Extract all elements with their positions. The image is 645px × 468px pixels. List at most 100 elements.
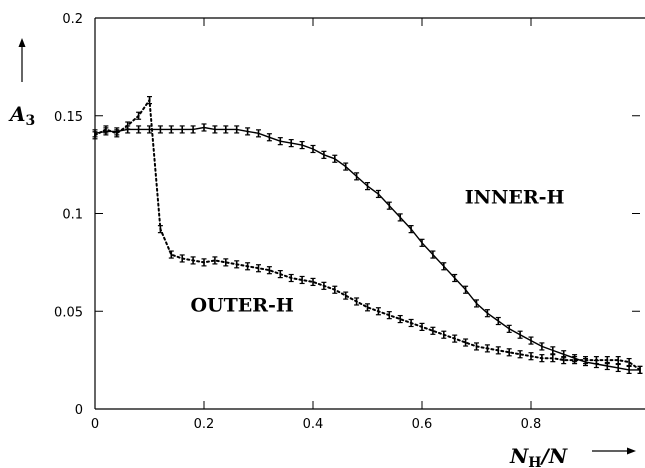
data-point	[125, 121, 131, 130]
series-inner-h	[92, 123, 643, 374]
data-point	[550, 346, 556, 355]
data-point	[561, 356, 567, 365]
data-point	[539, 342, 545, 351]
data-point	[321, 150, 327, 159]
data-point	[626, 357, 632, 367]
x-tick-label: 0.2	[194, 417, 215, 432]
data-point	[365, 303, 370, 312]
data-point	[583, 356, 588, 365]
data-point	[288, 139, 294, 148]
data-point	[114, 129, 120, 138]
data-point	[266, 266, 272, 275]
data-point	[168, 125, 174, 134]
data-point	[506, 324, 512, 333]
y-axis-label-text: A3	[8, 102, 35, 129]
data-point	[256, 264, 261, 273]
data-point	[430, 326, 436, 335]
data-point	[397, 213, 403, 222]
data-point	[484, 309, 490, 318]
y-tick-label: 0.05	[54, 305, 83, 320]
data-point	[365, 182, 370, 191]
annotation-label: OUTER-H	[190, 294, 293, 316]
data-point	[506, 348, 512, 357]
data-point	[354, 297, 360, 306]
y-tick-label: 0.1	[62, 208, 83, 223]
x-tick-label: 0.4	[303, 417, 324, 432]
data-point	[157, 225, 163, 234]
data-point	[343, 291, 349, 300]
x-tick-label: 0.6	[412, 417, 433, 432]
data-point	[245, 127, 251, 136]
data-point	[190, 125, 196, 134]
data-point	[234, 125, 240, 134]
data-point	[343, 162, 349, 171]
data-point	[212, 256, 218, 265]
data-point	[626, 365, 632, 374]
x-tick-label: 0.8	[521, 417, 542, 432]
data-point	[604, 356, 610, 365]
data-point	[245, 262, 251, 271]
data-point	[310, 277, 316, 287]
data-point	[550, 354, 556, 363]
annotation-label: INNER-H	[465, 187, 565, 209]
data-point	[299, 275, 305, 285]
data-point	[179, 125, 185, 134]
series-line-inner-h	[94, 126, 640, 371]
data-point	[386, 311, 392, 320]
data-point	[528, 352, 534, 361]
y-tick-label: 0.15	[54, 110, 83, 125]
data-point	[136, 111, 142, 120]
data-point	[408, 225, 414, 234]
data-point	[386, 201, 392, 210]
data-point	[419, 238, 425, 247]
y-tick-label: 0	[75, 403, 83, 418]
data-point	[223, 125, 229, 134]
x-axis-label-rest: /N	[540, 444, 568, 468]
data-point	[637, 365, 643, 374]
data-point	[441, 262, 447, 271]
data-point	[484, 344, 490, 353]
series-outer-h	[92, 96, 643, 374]
data-point	[397, 314, 403, 324]
data-point	[234, 260, 240, 269]
data-point	[147, 96, 152, 105]
x-axis-label-text: NH/N	[509, 444, 568, 468]
data-point	[463, 338, 469, 347]
y-axis-label-subscript: 3	[26, 113, 36, 129]
x-axis-arrow-head	[627, 447, 636, 455]
data-point	[179, 254, 185, 263]
data-point	[375, 189, 381, 199]
data-point	[168, 250, 174, 259]
data-point	[517, 350, 523, 359]
data-point	[92, 131, 98, 140]
data-point	[452, 334, 458, 343]
y-axis-arrow-head	[18, 38, 26, 47]
series-line-outer-h	[94, 97, 641, 371]
data-point	[201, 123, 207, 132]
data-point	[430, 250, 436, 259]
chart-labels: 0 0.05 0.1 0.15 0.2 0 0.2 0.4 0.6 0.8 INNER-H OUTER…	[8, 12, 636, 468]
data-point	[615, 356, 621, 365]
x-axis-label-subscript: H	[528, 455, 541, 468]
data-point	[615, 363, 621, 373]
x-tick-label: 0	[91, 417, 99, 432]
data-point	[539, 354, 545, 363]
data-point	[495, 316, 501, 326]
data-point	[408, 318, 414, 328]
data-point	[463, 285, 469, 294]
data-point	[223, 258, 229, 267]
data-point	[212, 125, 218, 134]
data-point	[474, 299, 479, 308]
y-tick-label: 0.2	[62, 12, 83, 27]
data-point	[474, 342, 479, 351]
data-point	[103, 125, 109, 134]
data-point	[593, 356, 599, 365]
series-lines	[92, 96, 643, 374]
x-axis-label: NH/N	[509, 444, 636, 468]
data-point	[528, 336, 534, 345]
data-point	[277, 137, 283, 146]
data-point	[288, 273, 294, 283]
data-point	[419, 322, 425, 331]
data-point	[157, 125, 163, 134]
